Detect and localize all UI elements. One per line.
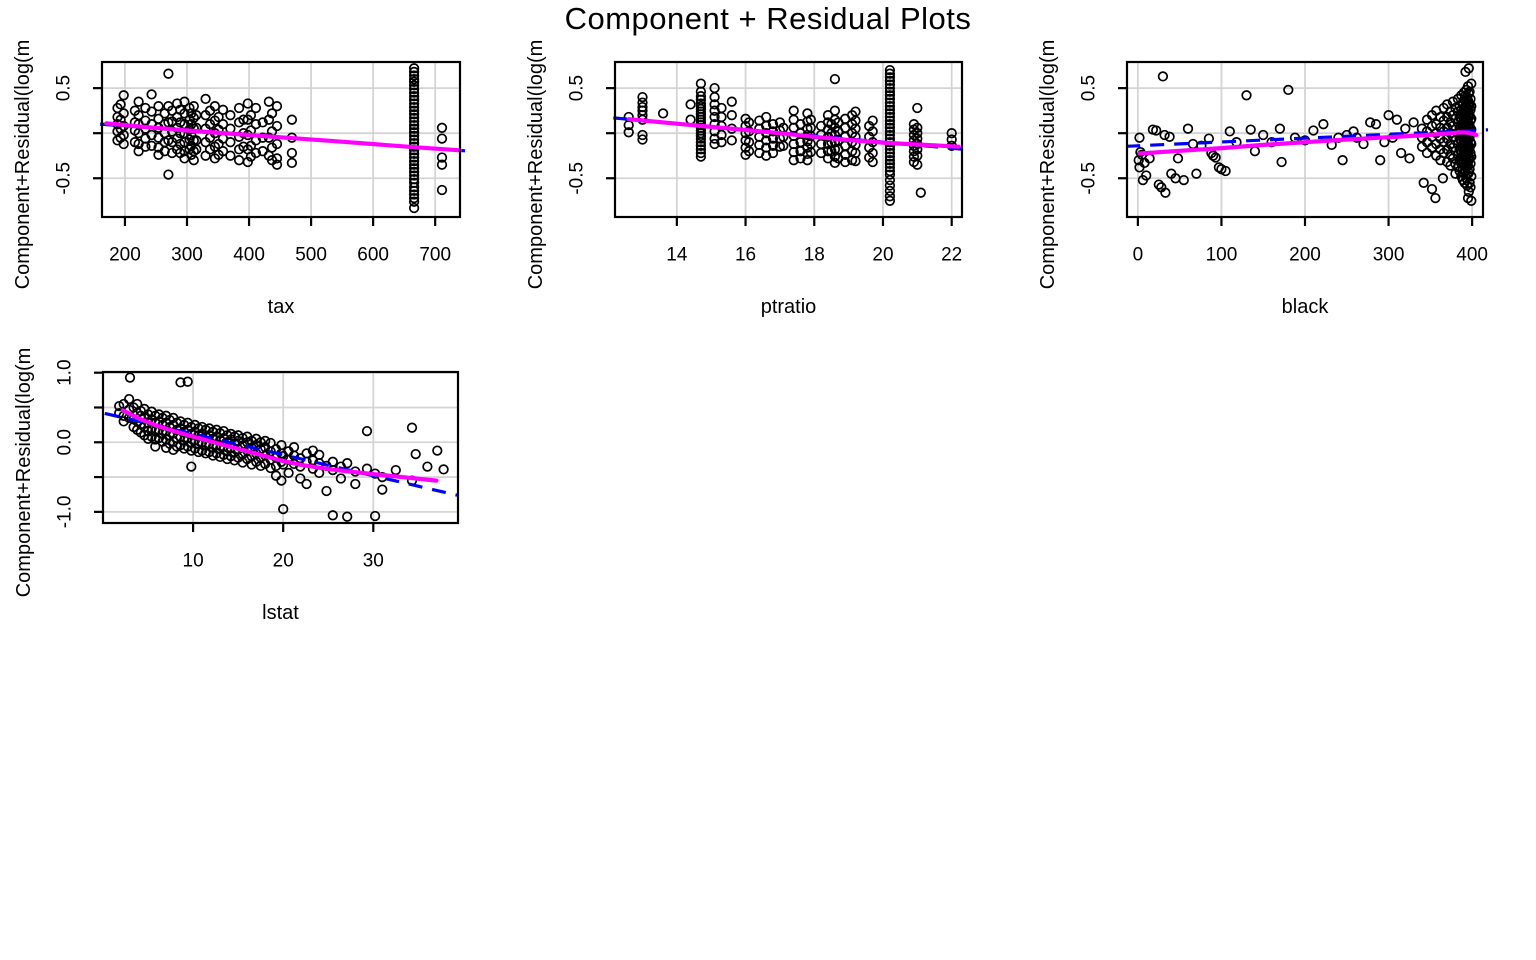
x-tick-label: 500 xyxy=(295,245,327,266)
y-axis-label: Component+Residual(log(m xyxy=(525,40,547,290)
y-tick-label: -0.5 xyxy=(567,162,588,195)
plot-box xyxy=(101,370,460,525)
x-tick-label: 600 xyxy=(357,245,389,266)
panel-black: 0 100 200 300 400 -0.5 0.5 black Component+Resid… xyxy=(1037,40,1489,318)
x-axis-label: ptratio xyxy=(761,296,817,318)
x-axis-label: tax xyxy=(268,296,295,318)
x-tick-label: 18 xyxy=(804,245,825,266)
data-points xyxy=(114,372,449,522)
y-tick-label: 0.0 xyxy=(55,429,76,455)
linear-fit-line xyxy=(1126,128,1489,148)
y-tick-label: -1.0 xyxy=(55,496,76,529)
x-tick-label: 20 xyxy=(872,245,893,266)
panel-tax: 200 300 400 500 600 700 -0.5 0.5 tax Component+Re… xyxy=(12,40,466,318)
grid-layer xyxy=(102,62,460,217)
plot-box xyxy=(613,60,964,219)
smooth-fit-line xyxy=(120,408,439,483)
x-axis-label: lstat xyxy=(262,602,299,624)
y-tick-label: 0.5 xyxy=(567,75,588,101)
x-tick-label: 14 xyxy=(666,245,688,266)
x-tick-label: 22 xyxy=(941,245,962,266)
y-axis-label: Component+Residual(log(m xyxy=(1037,40,1059,290)
x-tick-label: 16 xyxy=(735,245,756,266)
smooth-fit-line xyxy=(104,121,463,153)
x-tick-label: 0 xyxy=(1133,245,1144,266)
smooth-fit-line xyxy=(626,117,961,149)
y-axis-label: Component+Residual(log(m xyxy=(13,348,35,598)
x-axis-label: black xyxy=(1282,296,1330,318)
x-tick-label: 700 xyxy=(419,245,451,266)
x-tick-label: 100 xyxy=(1206,245,1238,266)
x-tick-label: 300 xyxy=(1373,245,1405,266)
y-tick-label: -0.5 xyxy=(1079,162,1100,195)
x-axis: 200 300 400 500 600 700 xyxy=(109,217,451,266)
y-tick-label: 0.5 xyxy=(54,75,75,101)
x-tick-label: 200 xyxy=(1289,245,1321,266)
y-axis: -0.5 0.5 xyxy=(567,75,615,195)
x-axis: 14 16 18 20 22 xyxy=(666,217,962,266)
y-axis-label: Component+Residual(log(m xyxy=(12,40,34,290)
x-tick-label: 20 xyxy=(273,551,294,572)
y-axis: -1.0 0.0 1.0 xyxy=(55,359,103,529)
panel-ptratio: 14 16 18 20 22 -0.5 0.5 ptratio Component+Residu… xyxy=(525,40,971,318)
y-axis: -0.5 0.5 xyxy=(1079,75,1127,195)
y-axis: -0.5 0.5 xyxy=(54,75,102,195)
x-tick-label: 300 xyxy=(171,245,203,266)
panel-lstat: 10 20 30 -1.0 0.0 1.0 lstat Component+Residual(… xyxy=(13,348,460,624)
x-tick-label: 200 xyxy=(109,245,141,266)
x-tick-label: 30 xyxy=(363,551,384,572)
y-tick-label: 0.5 xyxy=(1079,75,1100,101)
y-tick-label: 1.0 xyxy=(55,359,76,385)
x-tick-label: 400 xyxy=(233,245,265,266)
x-tick-label: 400 xyxy=(1456,245,1488,266)
smooth-fit-line xyxy=(1137,130,1479,156)
x-axis: 0 100 200 300 400 xyxy=(1133,217,1488,266)
x-axis: 10 20 30 xyxy=(183,523,384,572)
figure-title: Component + Residual Plots xyxy=(564,1,972,36)
y-tick-label: -0.5 xyxy=(54,162,75,195)
plot-box xyxy=(100,60,462,219)
x-tick-label: 10 xyxy=(183,551,204,572)
